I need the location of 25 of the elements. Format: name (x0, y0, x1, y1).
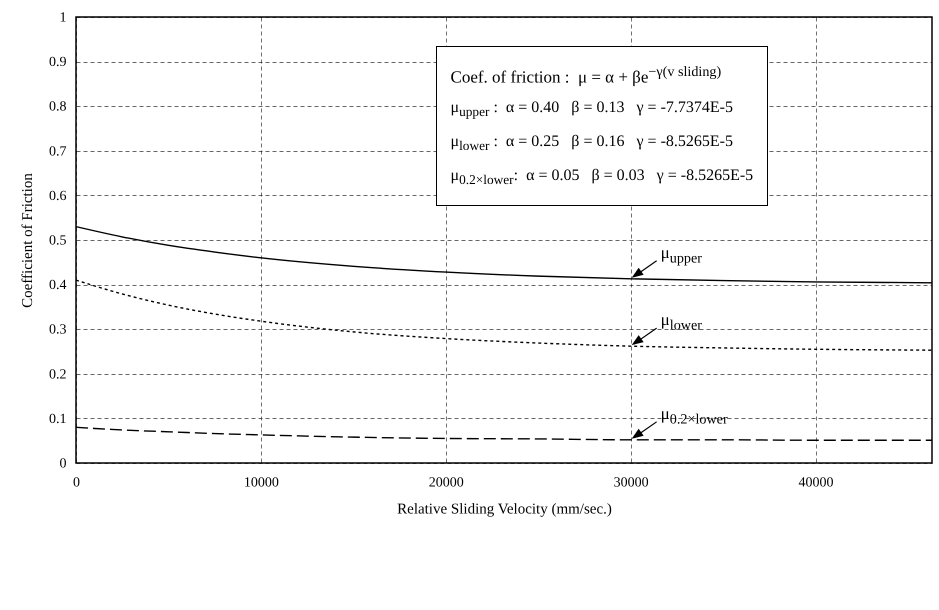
annotation: μ$_{upper}$ : α = 0.40 β = 0.13 γ = -7.7374E-5 (450, 98, 734, 121)
series-label: μ$_{0.2×lower}$ (660, 404, 728, 428)
x-tick-label: 0 (73, 476, 80, 490)
x-tick-label: 10000 (244, 476, 279, 490)
y-tick-label: 0.7 (49, 144, 66, 160)
x-axis-title: Relative Sliding Velocity (mm/sec.) (397, 502, 612, 518)
y-tick-label: 0.5 (49, 234, 66, 248)
y-axis-title: Coefficient of Friction (20, 172, 36, 308)
y-tick-label: 0.1 (49, 412, 66, 427)
y-tick-label: 0.6 (49, 188, 66, 204)
x-tick-label: 30000 (614, 476, 649, 490)
annotation: μ$_{0.2×lower}$: α = 0.05 β = 0.03 γ = -8.5265E-5 (450, 166, 754, 190)
y-tick-label: 0.8 (49, 100, 66, 115)
y-tick-label: 0.2 (49, 367, 66, 382)
series-label: μ$_{upper}$ (660, 242, 702, 268)
x-tick-label: 20000 (428, 476, 464, 490)
annotation: μ$_{lower}$ : α = 0.25 β = 0.16 γ = -8.5265E-5 (450, 132, 734, 156)
y-tick-label: 0 (60, 456, 66, 472)
x-tick-label: 40000 (798, 476, 834, 490)
y-tick-label: 0.3 (49, 322, 66, 338)
y-tick-label: 0.9 (49, 55, 66, 70)
series-label: μ$_{lower}$ (660, 310, 702, 335)
y-tick-label: 1 (60, 10, 66, 26)
y-tick-label: 0.4 (49, 278, 66, 294)
annotation: Coef. of friction : μ = α + βe$^{−γ(v sliding)}$ (450, 62, 722, 89)
